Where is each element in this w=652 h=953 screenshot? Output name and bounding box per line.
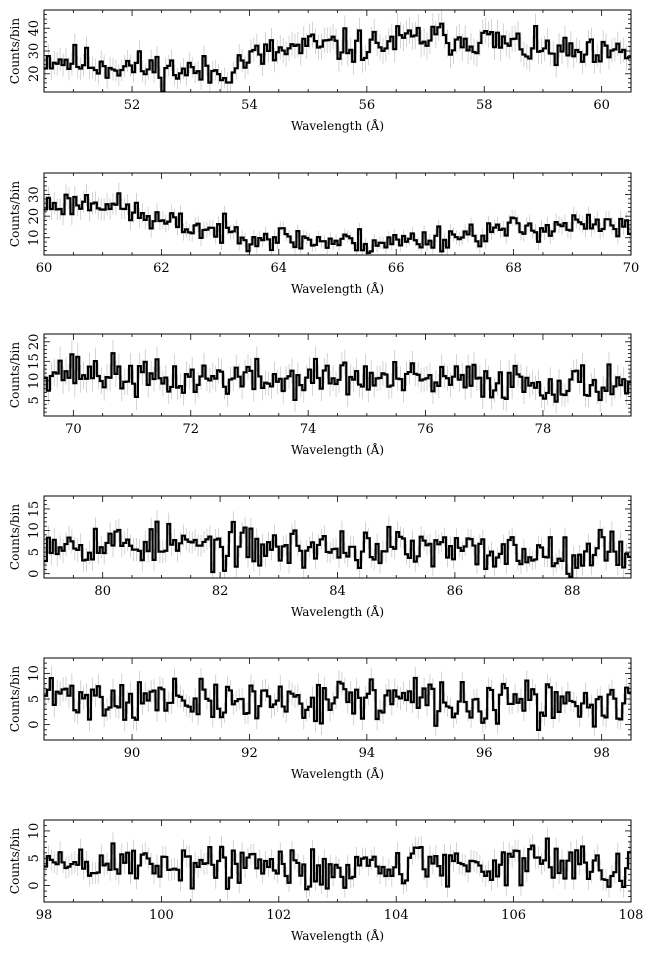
x-tick-label: 106 <box>501 908 526 923</box>
x-tick-label: 68 <box>505 261 522 276</box>
x-axis-label: Wavelength (Å) <box>291 118 384 133</box>
y-tick-label: 20 <box>27 66 42 83</box>
spectrum-panel-2: 60 62 64 66 68 70 10 20 30 Wavelength (Å) Counts/b… <box>8 172 640 296</box>
y-tick-label: 5 <box>27 854 42 862</box>
x-axis-label: Wavelength (Å) <box>291 281 384 296</box>
x-tick-label: 66 <box>388 261 405 276</box>
y-tick-label: 15 <box>27 353 42 370</box>
y-tick-label: 30 <box>27 186 42 203</box>
y-tick-label: 0 <box>27 881 42 889</box>
x-tick-label: 78 <box>535 422 552 437</box>
y-axis-label: Counts/bin <box>8 666 22 732</box>
y-tick-label: 10 <box>27 665 42 682</box>
x-tick-label: 70 <box>623 261 640 276</box>
x-tick-label: 98 <box>593 746 610 761</box>
x-tick-label: 84 <box>329 584 346 599</box>
x-axis-label: Wavelength (Å) <box>291 604 384 619</box>
y-tick-label: 10 <box>27 522 42 539</box>
x-axis-label: Wavelength (Å) <box>291 442 384 457</box>
histogram-series <box>44 352 631 403</box>
y-tick-label: 10 <box>27 373 42 390</box>
y-tick-label: 30 <box>27 43 42 60</box>
x-tick-label: 80 <box>94 584 111 599</box>
histogram-series <box>44 22 631 92</box>
x-tick-label: 56 <box>359 98 376 113</box>
y-tick-label: 0 <box>27 570 42 578</box>
x-tick-label: 70 <box>65 422 82 437</box>
x-tick-label: 104 <box>384 908 409 923</box>
y-tick-label: 5 <box>27 548 42 556</box>
x-tick-label: 100 <box>149 908 174 923</box>
x-tick-label: 94 <box>359 746 376 761</box>
y-axis-label: Counts/bin <box>8 828 22 894</box>
y-tick-label: 5 <box>27 695 42 703</box>
plot-frame <box>43 495 632 579</box>
y-axis-label: Counts/bin <box>8 342 22 408</box>
x-tick-label: 74 <box>300 422 317 437</box>
x-tick-label: 76 <box>417 422 434 437</box>
x-tick-label: 86 <box>447 584 464 599</box>
y-tick-label: 20 <box>27 334 42 351</box>
spectrum-panel-1: 52 54 56 58 60 20 30 40 Wavelength (Å) Counts/bin <box>8 9 632 133</box>
histogram-series <box>44 192 631 254</box>
histogram-series <box>44 676 631 732</box>
x-tick-label: 90 <box>124 746 141 761</box>
x-tick-label: 102 <box>266 908 291 923</box>
x-tick-label: 54 <box>241 98 258 113</box>
y-tick-label: 10 <box>27 823 42 840</box>
x-tick-label: 64 <box>271 261 288 276</box>
y-tick-label: 10 <box>27 229 42 246</box>
y-tick-label: 40 <box>27 20 42 37</box>
y-tick-label: 0 <box>27 720 42 728</box>
spectrum-panel-5: 90 92 94 96 98 0 5 10 Wavelength (Å) Counts/bin <box>8 657 632 781</box>
x-tick-label: 96 <box>476 746 493 761</box>
y-tick-label: 20 <box>27 208 42 225</box>
x-axis-label: Wavelength (Å) <box>291 928 384 943</box>
histogram-series <box>44 520 631 578</box>
x-tick-label: 88 <box>564 584 581 599</box>
x-tick-label: 108 <box>619 908 644 923</box>
x-tick-label: 58 <box>476 98 493 113</box>
x-tick-label: 62 <box>153 261 170 276</box>
x-tick-label: 98 <box>36 908 53 923</box>
y-tick-label: 15 <box>27 501 42 518</box>
histogram-series <box>44 837 631 891</box>
x-tick-label: 52 <box>124 98 141 113</box>
y-axis-label: Counts/bin <box>8 504 22 570</box>
x-tick-label: 82 <box>212 584 229 599</box>
x-tick-label: 60 <box>593 98 610 113</box>
x-axis-label: Wavelength (Å) <box>291 766 384 781</box>
x-tick-label: 60 <box>36 261 53 276</box>
x-tick-label: 72 <box>182 422 199 437</box>
y-axis-label: Counts/bin <box>8 18 22 84</box>
x-tick-label: 92 <box>241 746 258 761</box>
spectrum-panel-3: 70 72 74 76 78 5 10 15 20 Wavelength (Å) Counts/bi… <box>8 333 632 457</box>
spectrum-panel-6: 98 100 102 104 106 108 0 5 10 Wavelength (Å) Count… <box>8 819 644 943</box>
y-tick-label: 5 <box>27 396 42 404</box>
spectrum-panel-4: 80 82 84 86 88 0 5 10 15 Wavelength (Å) Counts/bin <box>8 495 632 619</box>
y-axis-label: Counts/bin <box>8 181 22 247</box>
